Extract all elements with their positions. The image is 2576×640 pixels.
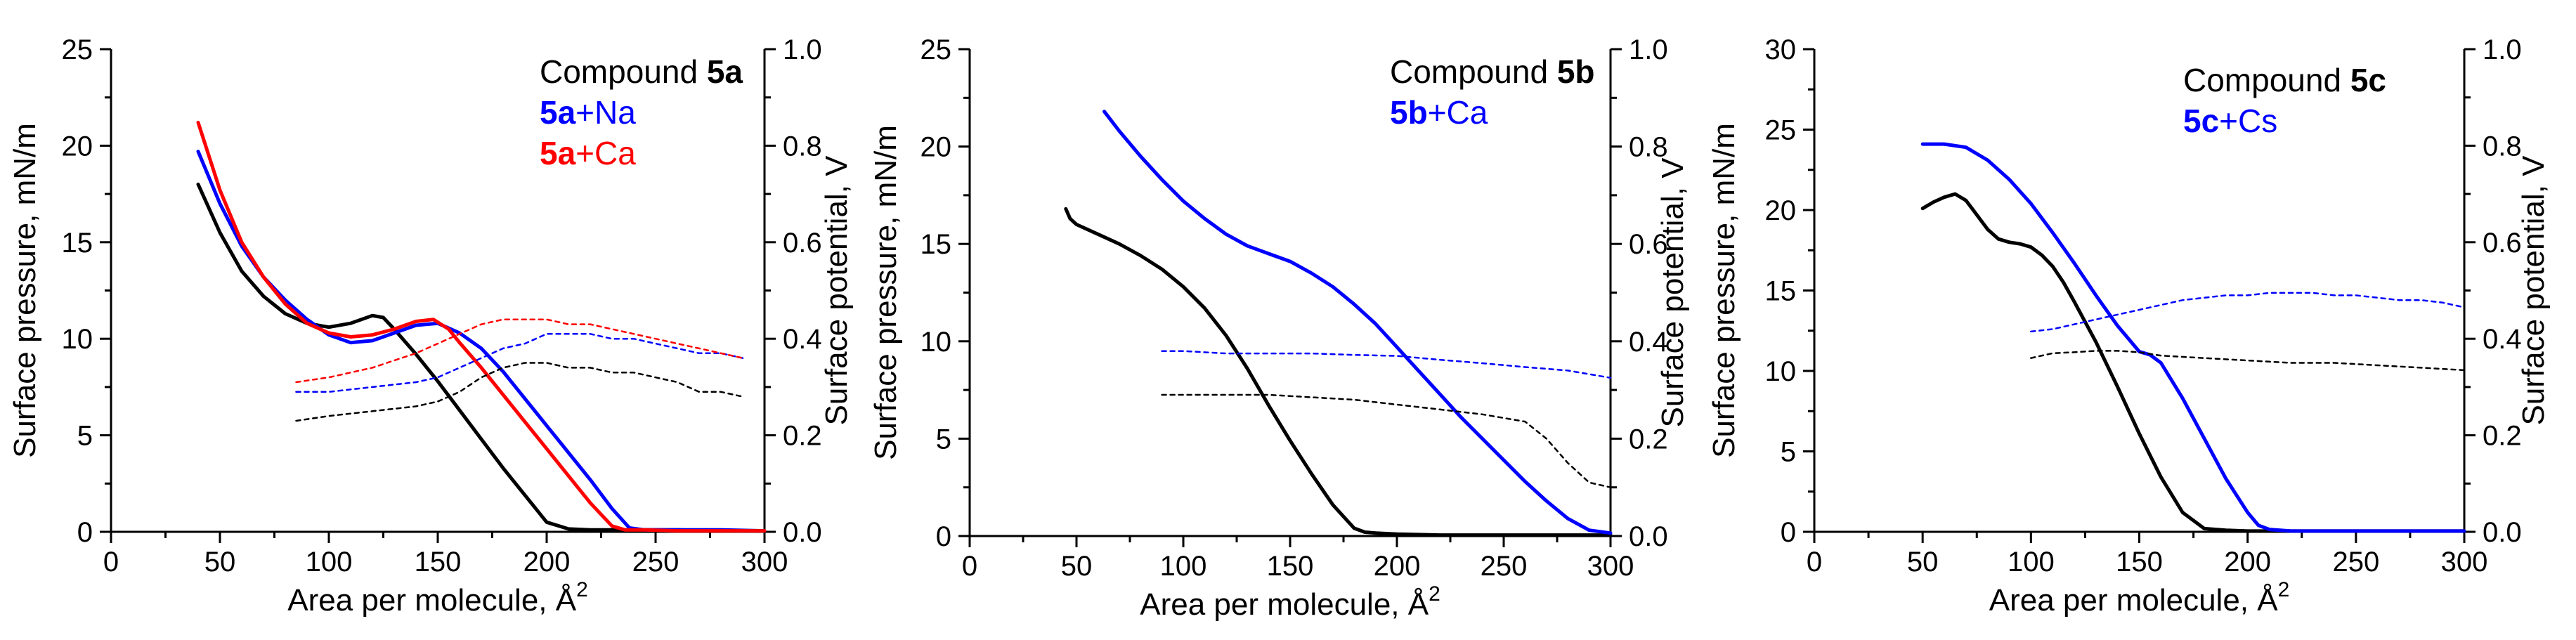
y-tick-label: 25	[921, 34, 952, 65]
y2-tick-label: 0.0	[1629, 521, 1668, 552]
x-tick-label: 150	[1267, 551, 1314, 582]
y2-tick-label: 0.6	[783, 228, 822, 259]
y2-tick-label: 0.0	[2483, 517, 2522, 548]
series-5b-ca-potential	[1161, 350, 1612, 379]
y2-tick-label: 0.6	[1629, 229, 1668, 260]
series-5a-ca-pressure	[196, 120, 767, 533]
y-tick-label: 0	[936, 521, 951, 552]
y-tick-label: 30	[1765, 34, 1797, 65]
x-tick-label: 100	[1160, 551, 1207, 582]
legend-entry: 5b+Ca	[1390, 94, 1488, 131]
x-tick-label: 0	[962, 551, 977, 582]
y2-tick-label: 1.0	[1629, 34, 1668, 65]
series-5a-na-potential	[295, 333, 744, 393]
x-tick-label: 0	[1807, 547, 1822, 577]
y-axis-title: Surface pressure, mN/m	[869, 125, 903, 460]
legend-entry: Compound 5c	[2183, 62, 2386, 98]
y2-axis-title: Surface potential, V	[2516, 155, 2551, 426]
series-5a-pressure	[196, 182, 767, 533]
series-5b-potential	[1161, 393, 1612, 488]
y-tick-label: 5	[1781, 437, 1796, 468]
x-tick-label: 200	[1374, 551, 1421, 582]
y-tick-label: 15	[921, 229, 952, 260]
series-5b-ca-pressure	[1102, 110, 1613, 535]
y2-tick-label: 0.6	[2483, 228, 2522, 259]
y2-tick-label: 0.4	[1629, 327, 1668, 358]
y2-tick-label: 0.8	[783, 131, 822, 162]
x-tick-label: 200	[2224, 547, 2271, 577]
y-tick-label: 20	[62, 131, 93, 162]
x-axis-title: Area per molecule, Å2	[1989, 578, 2290, 618]
series-5b-pressure	[1064, 207, 1613, 537]
legend: Compound 5a 5a+Na 5a+Ca	[540, 53, 743, 171]
y-tick-label: 15	[62, 228, 93, 259]
y-tick-label: 10	[921, 327, 952, 358]
y-tick-label: 20	[1765, 195, 1797, 226]
y2-tick-label: 0.4	[2483, 324, 2522, 355]
chart-panel-2: 0 50 100 150 200 250 300 0 5 10 15 20 25 0.0 0.2 0.4 0.6…	[869, 34, 1690, 622]
x-axis-title: Area per molecule, Å2	[1140, 582, 1440, 622]
chart-panel-3: 0 50 100 150 200 250 300 0 5 10 15 20 25 30 0.0 0.2 0.4 0…	[1707, 34, 2551, 618]
y2-tick-label: 0.2	[1629, 424, 1668, 455]
legend: Compound 5c 5c+Cs	[2183, 62, 2386, 139]
y2-tick-label: 0.0	[783, 517, 822, 548]
y2-axis-title: Surface potential, V	[1655, 157, 1690, 428]
y2-tick-label: 1.0	[2483, 34, 2522, 65]
x-tick-label: 300	[2441, 547, 2488, 577]
series-5c-pressure	[1920, 192, 2466, 533]
x-tick-label: 100	[2008, 547, 2055, 577]
x-tick-label: 300	[1587, 551, 1634, 582]
series-5c-potential	[2030, 350, 2466, 372]
x-axis-title: Area per molecule, Å2	[287, 578, 588, 618]
y2-tick-label: 0.2	[2483, 421, 2522, 452]
y-axis-title: Surface pressure, mN/m	[1707, 123, 1741, 458]
series-5a-potential	[295, 362, 744, 422]
y-tick-label: 25	[1765, 115, 1797, 146]
series-5a-na-pressure	[196, 150, 767, 533]
series-5c-cs-potential	[2030, 292, 2466, 333]
series-5c-cs-pressure	[1920, 142, 2466, 533]
legend-entry: 5a+Na	[540, 94, 636, 131]
x-tick-label: 50	[204, 547, 236, 577]
legend-entry: 5c+Cs	[2183, 103, 2277, 139]
x-tick-label: 150	[415, 547, 462, 577]
y-tick-label: 5	[77, 421, 93, 452]
legend-entry: Compound 5b	[1390, 53, 1595, 90]
y-tick-label: 20	[921, 132, 952, 163]
x-tick-label: 0	[103, 547, 119, 577]
y2-axis-title: Surface potential, V	[819, 155, 854, 426]
y2-tick-label: 0.4	[783, 324, 822, 355]
x-tick-label: 300	[741, 547, 788, 577]
y2-tick-label: 0.2	[783, 421, 822, 452]
y-tick-label: 5	[936, 424, 951, 455]
y-tick-label: 0	[1781, 517, 1796, 548]
y2-tick-label: 0.8	[2483, 131, 2522, 162]
y-axis-title: Surface pressure, mN/m	[8, 123, 42, 458]
x-tick-label: 150	[2116, 547, 2163, 577]
x-tick-label: 200	[523, 547, 571, 577]
y-tick-label: 25	[62, 34, 93, 65]
y-tick-label: 10	[1765, 356, 1797, 387]
y-tick-label: 15	[1765, 276, 1797, 307]
y-tick-label: 0	[77, 517, 93, 548]
x-tick-label: 250	[632, 547, 679, 577]
legend: Compound 5b 5b+Ca	[1390, 53, 1595, 131]
y-tick-label: 10	[62, 324, 93, 355]
legend-entry: Compound 5a	[540, 53, 743, 90]
y2-tick-label: 1.0	[783, 34, 822, 65]
series-5a-ca-potential	[295, 318, 744, 384]
y2-tick-label: 0.8	[1629, 132, 1668, 163]
chart-panel-1: 0 50 100 150 200 250 300 0 5 10 15 20 25 0.0 0.2 0.4 0.6…	[8, 34, 854, 618]
x-tick-label: 50	[1907, 547, 1939, 577]
x-tick-label: 100	[306, 547, 353, 577]
x-tick-label: 250	[2332, 547, 2379, 577]
x-tick-label: 250	[1481, 551, 1528, 582]
x-tick-label: 50	[1061, 551, 1093, 582]
legend-entry: 5a+Ca	[540, 135, 636, 171]
